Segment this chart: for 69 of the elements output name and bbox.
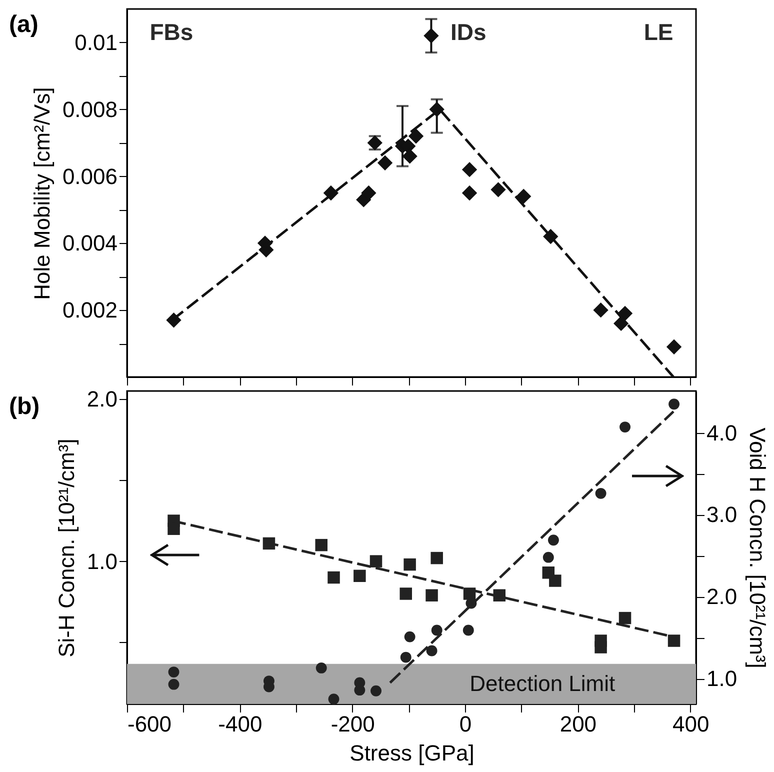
y2-tick-label: 3.0 bbox=[706, 502, 738, 528]
point bbox=[404, 631, 416, 642]
x-axis-title: Stress [GPa] bbox=[350, 740, 474, 766]
x-tick-label: 200 bbox=[560, 712, 597, 736]
point bbox=[361, 185, 376, 201]
y-axis-title: Si-H Concn. [10²¹/cm³] bbox=[54, 438, 79, 658]
x-tick-label: 400 bbox=[672, 712, 710, 736]
point bbox=[431, 624, 442, 636]
point bbox=[426, 645, 438, 656]
point bbox=[370, 685, 382, 696]
chart-title: (b) bbox=[9, 393, 40, 420]
point bbox=[462, 624, 474, 636]
point bbox=[668, 634, 680, 647]
point bbox=[430, 552, 443, 564]
point bbox=[168, 522, 180, 535]
point bbox=[328, 571, 340, 584]
x-tick-label: -200 bbox=[330, 712, 375, 736]
point bbox=[328, 694, 340, 705]
point bbox=[404, 558, 416, 571]
point bbox=[668, 398, 680, 410]
point bbox=[618, 612, 632, 624]
point bbox=[323, 185, 339, 201]
point bbox=[462, 185, 478, 201]
y2-tick-label: 1.0 bbox=[706, 666, 738, 692]
point bbox=[408, 128, 424, 144]
band-label: Detection Limit bbox=[470, 670, 616, 696]
y2-tick-label: 4.0 bbox=[706, 420, 738, 446]
point bbox=[462, 162, 478, 178]
point bbox=[617, 306, 633, 322]
point bbox=[490, 182, 506, 198]
point bbox=[542, 552, 554, 563]
point bbox=[377, 155, 393, 170]
point bbox=[168, 666, 180, 678]
y-tick-label: 2.0 bbox=[86, 386, 118, 412]
point bbox=[426, 589, 438, 602]
point bbox=[593, 302, 608, 318]
point bbox=[424, 28, 439, 44]
point bbox=[666, 339, 682, 354]
y-tick-label: 0.004 bbox=[62, 230, 118, 256]
point bbox=[400, 652, 412, 663]
point bbox=[354, 570, 366, 582]
x-tick-label: -400 bbox=[218, 712, 262, 736]
point bbox=[595, 488, 606, 499]
x-tick-label: 0 bbox=[459, 712, 472, 736]
x-tick-label: -600 bbox=[128, 712, 172, 736]
y2-tick-label: 2.0 bbox=[706, 584, 738, 610]
point bbox=[400, 588, 412, 600]
y-tick-label: 0.006 bbox=[62, 164, 118, 189]
annotation: IDs bbox=[450, 19, 486, 45]
point bbox=[370, 555, 382, 568]
y-tick-label: 0.002 bbox=[62, 298, 118, 323]
point bbox=[354, 684, 366, 696]
point bbox=[548, 534, 559, 546]
y-axis-title: Hole Mobility [cm²/Vs] bbox=[29, 87, 54, 300]
point bbox=[594, 641, 607, 654]
y2-axis-title: Void H Concn. [10²¹/cm³] bbox=[745, 428, 770, 668]
point bbox=[316, 662, 327, 674]
y-tick-label: 0.008 bbox=[62, 96, 118, 122]
annotation: FBs bbox=[150, 19, 194, 45]
y-tick-label: 1.0 bbox=[86, 548, 118, 574]
y-tick-label: 0.01 bbox=[74, 30, 118, 55]
point bbox=[549, 574, 562, 587]
point bbox=[315, 538, 328, 552]
point bbox=[620, 422, 630, 433]
chart-title: (a) bbox=[9, 11, 38, 38]
point bbox=[402, 148, 418, 164]
point bbox=[516, 188, 532, 204]
point bbox=[168, 678, 180, 690]
annotation: LE bbox=[644, 19, 674, 45]
